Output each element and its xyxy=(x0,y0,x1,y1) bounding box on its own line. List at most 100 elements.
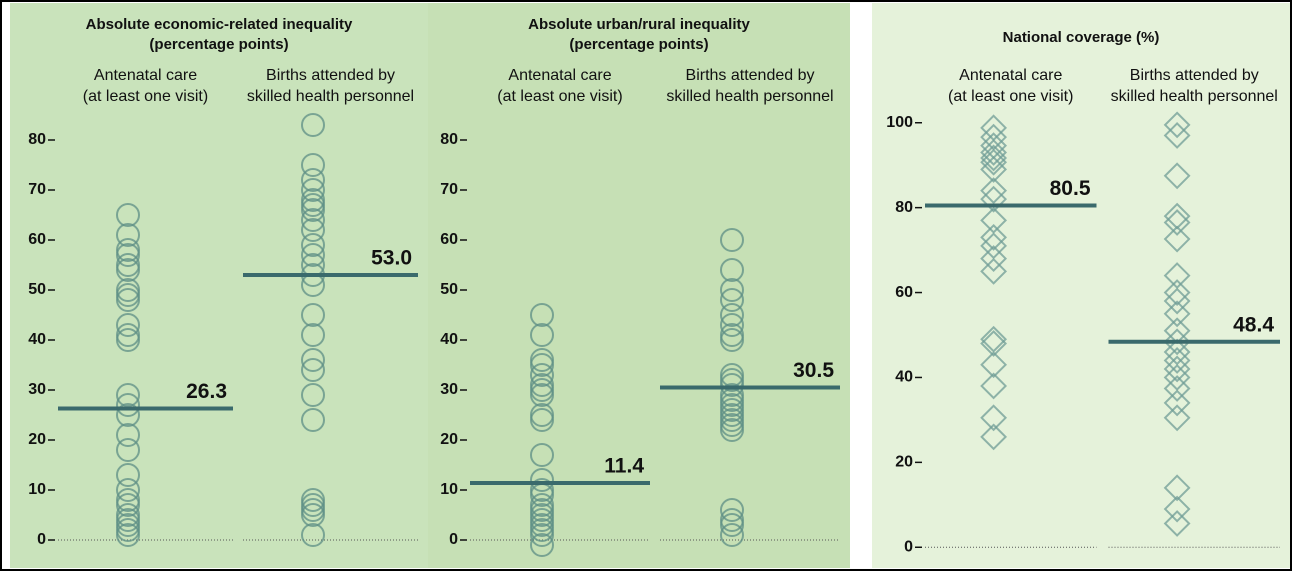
data-point xyxy=(1163,404,1191,432)
data-point xyxy=(530,513,554,537)
data-point xyxy=(980,257,1008,285)
data-point xyxy=(720,508,744,532)
data-point xyxy=(720,323,744,347)
panel-background xyxy=(428,3,850,568)
data-point xyxy=(530,508,554,532)
y-tick-label: 0 xyxy=(37,531,46,548)
y-tick-label: 30 xyxy=(440,381,458,398)
data-point xyxy=(980,148,1008,176)
y-tick-label: 60 xyxy=(28,231,46,248)
data-point xyxy=(116,403,140,427)
data-point xyxy=(301,218,325,242)
data-point xyxy=(301,243,325,267)
data-point xyxy=(720,393,744,417)
data-point xyxy=(980,245,1008,272)
data-point xyxy=(116,313,140,337)
panel-background xyxy=(872,3,1290,568)
data-point xyxy=(720,383,744,407)
data-point xyxy=(530,498,554,522)
data-point xyxy=(530,503,554,527)
data-point xyxy=(980,177,1008,205)
data-point xyxy=(1163,474,1191,502)
panel-title: (percentage points) xyxy=(149,36,288,53)
data-point xyxy=(720,403,744,427)
median-label: 30.5 xyxy=(793,359,834,382)
data-point xyxy=(301,348,325,372)
data-point xyxy=(301,303,325,327)
data-point xyxy=(301,153,325,177)
data-point xyxy=(116,223,140,247)
data-point xyxy=(530,408,554,432)
data-point xyxy=(116,478,140,502)
data-point xyxy=(116,243,140,267)
data-point xyxy=(720,523,744,547)
data-point xyxy=(720,313,744,337)
data-point xyxy=(720,228,744,252)
data-point xyxy=(1163,364,1191,391)
category-label: skilled health personnel xyxy=(666,88,833,105)
data-point xyxy=(720,373,744,397)
data-point xyxy=(720,278,744,302)
data-point xyxy=(301,358,325,382)
data-point xyxy=(1163,111,1191,139)
category-label: (at least one visit) xyxy=(948,88,1073,105)
data-point xyxy=(980,232,1008,260)
data-point xyxy=(530,478,554,502)
data-point xyxy=(116,488,140,512)
data-point xyxy=(301,168,325,192)
y-tick-label: 50 xyxy=(440,281,458,298)
y-tick-label: 0 xyxy=(449,531,458,548)
data-point xyxy=(980,185,1008,213)
median-label: 53.0 xyxy=(371,247,412,270)
median-label: 80.5 xyxy=(1050,177,1091,200)
y-tick-label: 10 xyxy=(440,481,458,498)
data-point xyxy=(301,383,325,407)
data-point xyxy=(530,383,554,407)
y-tick-label: 40 xyxy=(895,369,913,386)
data-point xyxy=(301,208,325,232)
data-point xyxy=(116,258,140,282)
data-point xyxy=(116,253,140,277)
data-point xyxy=(1163,162,1191,190)
data-point xyxy=(301,188,325,212)
data-point xyxy=(530,323,554,347)
panel-title: Absolute urban/rural inequality xyxy=(528,16,750,33)
data-point xyxy=(116,393,140,417)
data-point xyxy=(980,325,1008,353)
panel-background xyxy=(10,3,428,568)
data-point xyxy=(720,413,744,437)
category-label: skilled health personnel xyxy=(247,88,414,105)
y-tick-label: 100 xyxy=(886,114,913,131)
data-point xyxy=(1163,225,1191,253)
median-label: 48.4 xyxy=(1233,313,1274,336)
data-point xyxy=(720,498,744,522)
data-point xyxy=(301,523,325,547)
data-point xyxy=(301,198,325,222)
category-label: Antenatal care xyxy=(959,67,1062,84)
data-point xyxy=(116,518,140,542)
panel-title: National coverage (%) xyxy=(1003,29,1160,46)
data-point xyxy=(301,193,325,217)
data-point xyxy=(720,368,744,392)
data-point xyxy=(301,233,325,257)
data-point xyxy=(301,408,325,432)
data-point xyxy=(980,330,1008,357)
data-point xyxy=(530,378,554,402)
category-label: Antenatal care xyxy=(94,67,197,84)
y-tick-label: 30 xyxy=(28,381,46,398)
data-point xyxy=(116,323,140,347)
data-point xyxy=(720,303,744,327)
y-tick-label: 60 xyxy=(440,231,458,248)
data-point xyxy=(1163,389,1191,417)
data-point xyxy=(720,513,744,537)
data-point xyxy=(530,443,554,467)
panel-title: Absolute economic-related inequality xyxy=(86,16,353,33)
data-point xyxy=(1163,347,1191,374)
data-point xyxy=(720,328,744,352)
data-point xyxy=(720,408,744,432)
y-tick-label: 20 xyxy=(440,431,458,448)
y-tick-label: 20 xyxy=(28,431,46,448)
category-label: Births attended by xyxy=(266,67,395,84)
median-label: 11.4 xyxy=(604,455,644,478)
category-label: Births attended by xyxy=(1130,67,1259,84)
